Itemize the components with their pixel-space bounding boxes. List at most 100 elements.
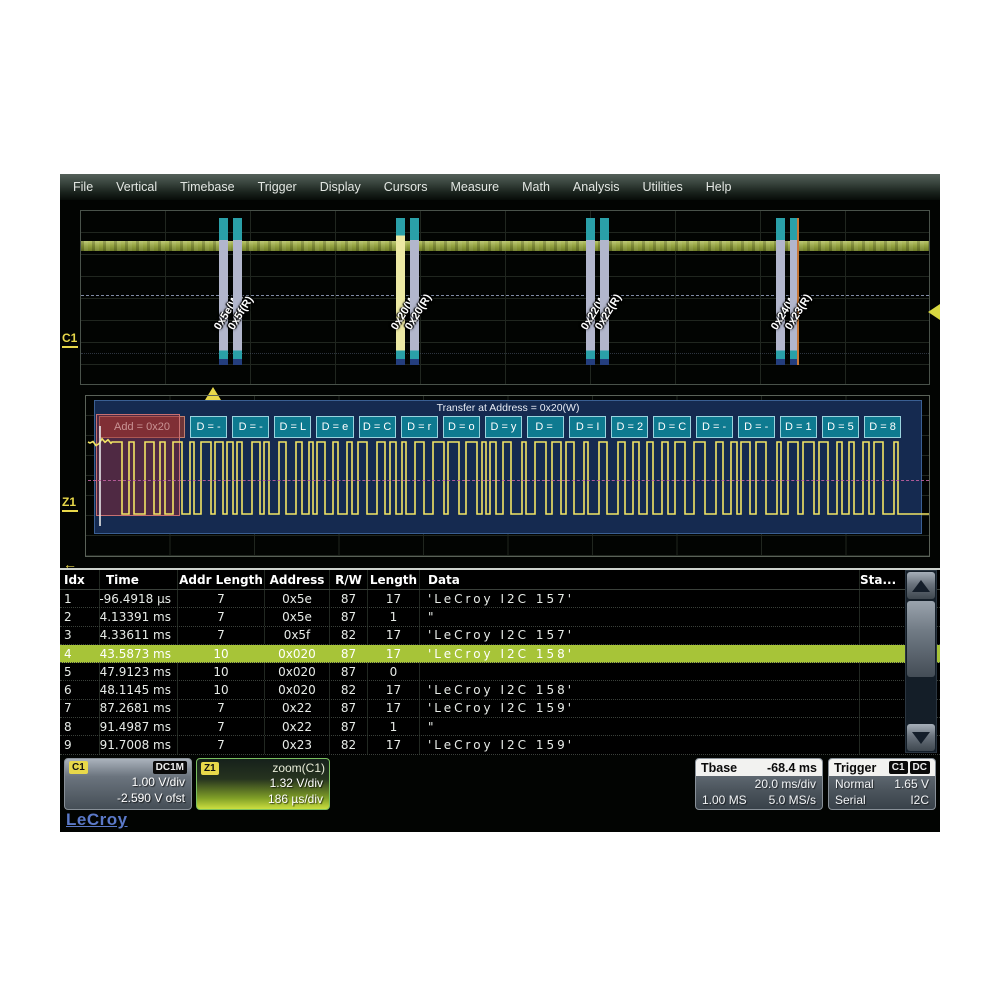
i2c-decode-overlay: Transfer at Address = 0x20(W) Add = 0x20… <box>94 400 922 534</box>
cell-addr_length: 7 <box>178 608 265 626</box>
cell-status <box>860 718 904 735</box>
cell-time: 43.5873 ms <box>100 646 171 661</box>
i2c-burst-group: 0x5e(W) 0x5f(R) <box>212 211 279 386</box>
cell-data: " <box>420 608 860 626</box>
decode-data-box: D = o <box>442 416 480 438</box>
menu-item-vertical[interactable]: Vertical <box>116 180 158 194</box>
cell-status <box>860 681 904 698</box>
trigger-level: 1.65 V <box>894 777 929 791</box>
zoom-waveform-grid: Transfer at Address = 0x20(W) Add = 0x20… <box>85 395 930 557</box>
cell-length: 17 <box>368 699 420 718</box>
table-row[interactable]: 7 87.2681 ms 7 0x22 87 17 'LeCroy I2C 159' <box>60 699 940 719</box>
c1-descriptor-box[interactable]: C1 DC1M 1.00 V/div -2.590 V ofst <box>64 758 192 810</box>
trigger-descriptor-box[interactable]: Trigger C1 DC Normal 1.65 V Serial I2C <box>828 758 936 810</box>
cell-idx: 4 <box>64 646 72 661</box>
menu-item-analysis[interactable]: Analysis <box>572 180 620 194</box>
baseline-dots <box>81 353 929 354</box>
menu-item-help[interactable]: Help <box>705 180 732 194</box>
trigger-coupling-badge: DC <box>909 761 930 774</box>
cell-address: 0x5e <box>265 608 330 626</box>
i2c-decode-table: Idx Time Addr Length Address R/W Length Data St… <box>60 568 940 755</box>
menu-item-measure[interactable]: Measure <box>450 180 500 194</box>
cell-rw: 82 <box>330 626 368 644</box>
cell-data: 'LeCroy I2C 159' <box>420 736 860 754</box>
decode-data-box: D = C <box>358 416 396 438</box>
menu-item-timebase[interactable]: Timebase <box>180 180 235 194</box>
c1-coupling-badge: DC1M <box>152 761 187 774</box>
decode-data-box: D = r <box>400 416 438 438</box>
cell-addr_length: 7 <box>178 699 265 718</box>
trigger-mode: Normal <box>835 777 874 791</box>
cell-time: 87.2681 ms <box>100 699 178 718</box>
decode-data-box: D = y <box>484 416 522 438</box>
cell-data: " <box>420 718 860 736</box>
cell-time: Time <box>100 570 178 589</box>
zoom-center-cursor <box>88 480 929 481</box>
menu-item-cursors[interactable]: Cursors <box>383 180 428 194</box>
cell-rw: 87 <box>340 646 357 661</box>
menu-item-utilities[interactable]: Utilities <box>642 180 683 194</box>
cell-data: 'LeCroy I2C 157' <box>420 590 860 608</box>
trigger-label: Trigger <box>834 760 877 775</box>
decode-data-box: D = I <box>569 416 607 438</box>
z1-descriptor-box[interactable]: Z1 zoom(C1) 1.32 V/div 186 µs/div <box>196 758 330 810</box>
trigger-source-badge: C1 <box>888 761 908 774</box>
cell-time: 47.9123 ms <box>100 663 178 681</box>
table-row[interactable]: 5 47.9123 ms 10 0x020 87 0 <box>60 663 940 682</box>
cell-length: 0 <box>368 663 420 681</box>
cell-status <box>860 663 904 680</box>
cell-rw: 87 <box>330 608 368 626</box>
menu-item-trigger[interactable]: Trigger <box>257 180 297 194</box>
cell-data: 'LeCroy I2C 159' <box>420 699 860 718</box>
up-arrow-icon <box>912 579 930 592</box>
cell-address: 0x22 <box>265 699 330 718</box>
cell-address: 0x22 <box>265 718 330 736</box>
cell-rw: R/W <box>330 570 368 589</box>
z1-badge: Z1 <box>201 761 219 775</box>
cell-address: 0x020 <box>265 681 330 699</box>
oscilloscope-screen: File Vertical Timebase Trigger Display Cursor… <box>60 174 940 832</box>
table-row[interactable]: 2 4.13391 ms 7 0x5e 87 1 " <box>60 608 940 627</box>
table-row[interactable]: 1 -96.4918 µs 7 0x5e 87 17 'LeCroy I2C 157' <box>60 590 940 609</box>
cell-rw: 87 <box>330 699 368 718</box>
c1-volts-per-div: 1.00 V/div <box>131 775 185 789</box>
cell-length: 17 <box>368 736 420 754</box>
cell-length: 17 <box>368 626 420 644</box>
table-row[interactable]: 8 91.4987 ms 7 0x22 87 1 " <box>60 718 940 737</box>
address-highlight-region <box>96 414 180 516</box>
menu-item-file[interactable]: File <box>73 180 94 194</box>
digital-trace-dashed <box>81 295 929 296</box>
table-row[interactable]: 6 48.1145 ms 10 0x020 82 17 'LeCroy I2C 158' <box>60 681 940 700</box>
cell-idx: 7 <box>60 699 100 718</box>
cell-status <box>860 736 904 753</box>
menu-item-display[interactable]: Display <box>319 180 361 194</box>
table-scrollbar[interactable] <box>905 570 937 753</box>
cell-idx: 5 <box>60 663 100 681</box>
cell-time: 4.13391 ms <box>100 608 178 626</box>
burst-bar <box>396 218 405 365</box>
burst-bar <box>219 218 228 365</box>
cell-length: 17 <box>385 646 402 661</box>
cell-idx: 2 <box>60 608 100 626</box>
table-row[interactable]: 4 43.5873 ms 10 0x020 87 17 'LeCroy I2C 158' <box>60 644 940 664</box>
table-row[interactable]: 3 4.33611 ms 7 0x5f 82 17 'LeCroy I2C 157' <box>60 626 940 645</box>
cell-addr_length: 10 <box>213 646 229 661</box>
i2c-burst-group: 0x20(W) 0x20(R) <box>389 211 456 386</box>
cell-data: 'LeCroy I2C 157' <box>420 626 860 644</box>
cell-idx: 8 <box>60 718 100 736</box>
cell-address: 0x020 <box>265 663 330 681</box>
scroll-up-button[interactable] <box>907 572 935 599</box>
cell-length: 17 <box>368 681 420 699</box>
menu-item-math[interactable]: Math <box>522 180 550 194</box>
timebase-descriptor-box[interactable]: Tbase -68.4 ms 20.0 ms/div 1.00 MS 5.0 M… <box>695 758 823 810</box>
decode-data-box: D = C <box>653 416 691 438</box>
cell-time: 48.1145 ms <box>100 681 178 699</box>
cell-time: -96.4918 µs <box>100 590 178 608</box>
table-row[interactable]: 9 91.7008 ms 7 0x23 82 17 'LeCroy I2C 159' <box>60 736 940 755</box>
scroll-down-button[interactable] <box>907 724 935 751</box>
decode-data-box: D = e <box>316 416 354 438</box>
scrollbar-thumb[interactable] <box>907 601 935 677</box>
i2c-burst-group: 0x24(W) 0x23(R) <box>769 211 836 386</box>
trigger-level-marker-icon[interactable] <box>928 304 940 320</box>
cell-status: Sta... <box>860 572 897 587</box>
